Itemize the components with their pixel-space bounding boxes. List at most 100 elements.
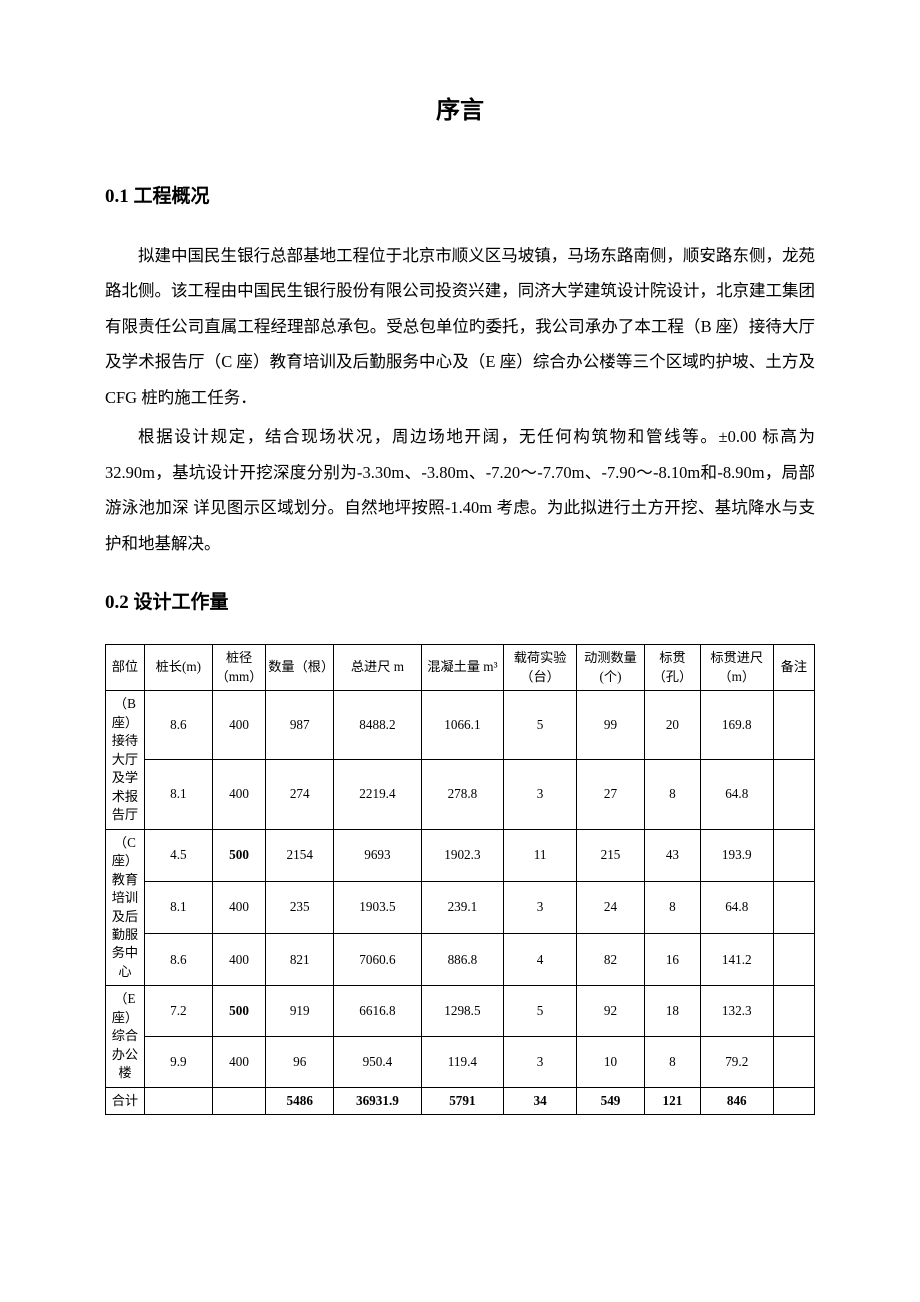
section-overview: 0.1 工程概况 拟建中国民生银行总部基地工程位于北京市顺义区马坡镇，马场东路南… xyxy=(105,181,815,561)
data-cell: 1902.3 xyxy=(421,829,504,881)
data-cell: 3 xyxy=(504,760,577,829)
data-cell: 6616.8 xyxy=(334,986,421,1037)
data-cell: 11 xyxy=(504,829,577,881)
data-cell: 215 xyxy=(577,829,645,881)
data-cell xyxy=(773,829,814,881)
th-dia: 桩径（mm） xyxy=(212,645,265,691)
data-cell: 8 xyxy=(644,760,700,829)
data-cell: 96 xyxy=(266,1037,334,1088)
table-row: 8.64008217060.6886.848216141.2 xyxy=(106,934,815,986)
total-cell xyxy=(212,1087,265,1114)
data-cell: 400 xyxy=(212,1037,265,1088)
th-part: 部位 xyxy=(106,645,145,691)
paragraph-1: 拟建中国民生银行总部基地工程位于北京市顺义区马坡镇，马场东路南侧，顺安路东侧，龙… xyxy=(105,238,815,415)
th-qty: 数量（根） xyxy=(266,645,334,691)
total-cell: 5791 xyxy=(421,1087,504,1114)
table-body: （B座）接待大厅及学术报告厅8.64009878488.21066.159920… xyxy=(106,691,815,1115)
data-cell: 9693 xyxy=(334,829,421,881)
data-cell: 400 xyxy=(212,881,265,933)
data-cell: 400 xyxy=(212,691,265,760)
th-sptm: 标贯进尺（m） xyxy=(700,645,773,691)
data-cell: 193.9 xyxy=(700,829,773,881)
data-cell: 3 xyxy=(504,1037,577,1088)
data-cell: 8.1 xyxy=(144,881,212,933)
section-workload: 0.2 设计工作量 部位 桩长(m) 桩径（mm） 数量（根） 总进尺 m 混凝… xyxy=(105,587,815,1115)
data-cell: 4 xyxy=(504,934,577,986)
table-row: （C座）教育培训及后勤服务中心4.5500215496931902.311215… xyxy=(106,829,815,881)
total-cell xyxy=(773,1087,814,1114)
paragraph-2: 根据设计规定，结合现场状况，周边场地开阔，无任何构筑物和管线等。±0.00 标高… xyxy=(105,419,815,561)
th-len: 桩长(m) xyxy=(144,645,212,691)
total-cell: 121 xyxy=(644,1087,700,1114)
th-adv: 总进尺 m xyxy=(334,645,421,691)
total-cell: 34 xyxy=(504,1087,577,1114)
th-dyn: 动测数量(个) xyxy=(577,645,645,691)
data-cell: 8.6 xyxy=(144,691,212,760)
data-cell: 5 xyxy=(504,986,577,1037)
data-cell: 3 xyxy=(504,881,577,933)
data-cell: 500 xyxy=(212,986,265,1037)
data-cell: 400 xyxy=(212,934,265,986)
group-name-cell: （E座）综合办公楼 xyxy=(106,986,145,1087)
table-row: 8.14002351903.5239.1324864.8 xyxy=(106,881,815,933)
table-row: 8.14002742219.4278.8327864.8 xyxy=(106,760,815,829)
data-cell: 18 xyxy=(644,986,700,1037)
th-load: 载荷实验（台） xyxy=(504,645,577,691)
total-cell: 846 xyxy=(700,1087,773,1114)
total-cell: 549 xyxy=(577,1087,645,1114)
table-row: （B座）接待大厅及学术报告厅8.64009878488.21066.159920… xyxy=(106,691,815,760)
data-cell xyxy=(773,986,814,1037)
data-cell: 8 xyxy=(644,1037,700,1088)
data-cell: 64.8 xyxy=(700,881,773,933)
th-conc: 混凝土量 m³ xyxy=(421,645,504,691)
workload-table: 部位 桩长(m) 桩径（mm） 数量（根） 总进尺 m 混凝土量 m³ 载荷实验… xyxy=(105,644,815,1115)
section-heading-1: 0.1 工程概况 xyxy=(105,181,815,208)
data-cell: 2154 xyxy=(266,829,334,881)
data-cell xyxy=(773,1037,814,1088)
data-cell: 24 xyxy=(577,881,645,933)
total-cell: 36931.9 xyxy=(334,1087,421,1114)
data-cell: 987 xyxy=(266,691,334,760)
group-name-cell: （C座）教育培训及后勤服务中心 xyxy=(106,829,145,986)
data-cell: 5 xyxy=(504,691,577,760)
table-row: （E座）综合办公楼7.25009196616.81298.559218132.3 xyxy=(106,986,815,1037)
data-cell: 278.8 xyxy=(421,760,504,829)
data-cell: 141.2 xyxy=(700,934,773,986)
data-cell: 8488.2 xyxy=(334,691,421,760)
group-name-cell: （B座）接待大厅及学术报告厅 xyxy=(106,691,145,829)
data-cell: 82 xyxy=(577,934,645,986)
data-cell: 1903.5 xyxy=(334,881,421,933)
data-cell: 1066.1 xyxy=(421,691,504,760)
data-cell: 400 xyxy=(212,760,265,829)
data-cell: 20 xyxy=(644,691,700,760)
total-cell xyxy=(144,1087,212,1114)
data-cell: 8.1 xyxy=(144,760,212,829)
data-cell: 821 xyxy=(266,934,334,986)
data-cell: 119.4 xyxy=(421,1037,504,1088)
data-cell: 132.3 xyxy=(700,986,773,1037)
data-cell: 4.5 xyxy=(144,829,212,881)
data-cell: 886.8 xyxy=(421,934,504,986)
data-cell: 27 xyxy=(577,760,645,829)
table-row: 9.940096950.4119.4310879.2 xyxy=(106,1037,815,1088)
table-total-row: 合计 548636931.9579134549121846 xyxy=(106,1087,815,1114)
data-cell: 9.9 xyxy=(144,1037,212,1088)
data-cell: 2219.4 xyxy=(334,760,421,829)
data-cell: 7.2 xyxy=(144,986,212,1037)
data-cell: 10 xyxy=(577,1037,645,1088)
data-cell: 43 xyxy=(644,829,700,881)
data-cell: 1298.5 xyxy=(421,986,504,1037)
data-cell: 99 xyxy=(577,691,645,760)
total-label-cell: 合计 xyxy=(106,1087,145,1114)
data-cell: 235 xyxy=(266,881,334,933)
section-heading-2: 0.2 设计工作量 xyxy=(105,587,815,614)
data-cell: 500 xyxy=(212,829,265,881)
data-cell: 92 xyxy=(577,986,645,1037)
data-cell xyxy=(773,760,814,829)
data-cell: 16 xyxy=(644,934,700,986)
total-cell: 5486 xyxy=(266,1087,334,1114)
data-cell: 79.2 xyxy=(700,1037,773,1088)
data-cell: 274 xyxy=(266,760,334,829)
table-header-row: 部位 桩长(m) 桩径（mm） 数量（根） 总进尺 m 混凝土量 m³ 载荷实验… xyxy=(106,645,815,691)
document-page: 序言 0.1 工程概况 拟建中国民生银行总部基地工程位于北京市顺义区马坡镇，马场… xyxy=(0,0,920,1302)
